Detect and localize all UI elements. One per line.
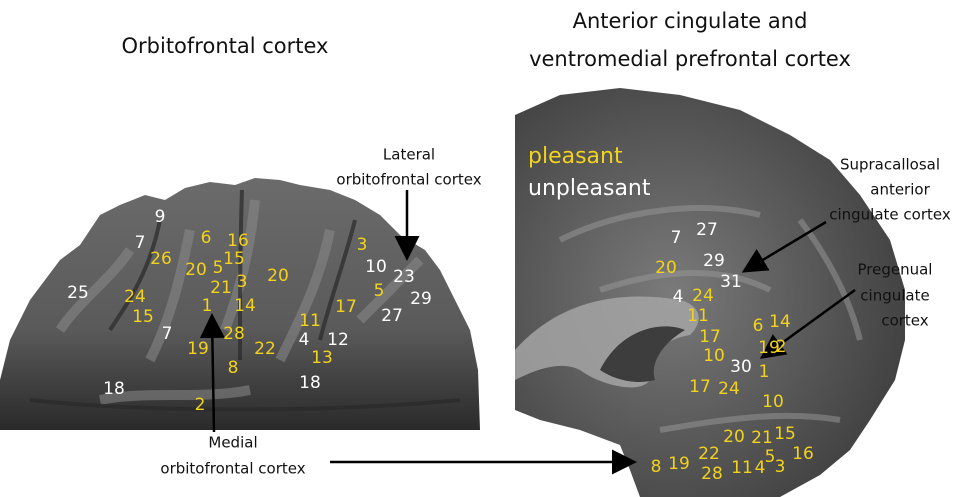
study-label: 10 [365, 257, 387, 277]
legend-unpleasant: unpleasant [528, 176, 651, 201]
study-label: 7 [162, 324, 173, 344]
study-label: 20 [723, 427, 745, 447]
study-label: 1 [759, 362, 770, 382]
annotation: orbitofrontal cortex [336, 171, 481, 189]
study-label: 10 [762, 392, 784, 412]
study-label: 24 [124, 287, 146, 307]
legend-pleasant: pleasant [528, 144, 623, 169]
study-label: 4 [299, 330, 310, 350]
study-label: 29 [703, 251, 725, 271]
study-label: 18 [299, 373, 321, 393]
study-label: 7 [135, 233, 146, 253]
study-label: 11 [687, 306, 709, 326]
study-label: 3 [775, 457, 786, 477]
study-label: 15 [132, 307, 154, 327]
study-label: 21 [210, 278, 232, 298]
study-label: 20 [185, 260, 207, 280]
study-label: 14 [769, 312, 791, 332]
study-label: 26 [150, 249, 172, 269]
study-label: 21 [751, 428, 773, 448]
study-label: 1 [202, 296, 213, 316]
study-label: 8 [651, 457, 662, 477]
study-label: 20 [655, 258, 677, 278]
study-label: 30 [730, 357, 752, 377]
study-label: 15 [223, 249, 245, 269]
annotation: Lateral [383, 146, 435, 164]
annotation: orbitofrontal cortex [160, 460, 305, 478]
study-label: 24 [692, 286, 714, 306]
study-label: 25 [67, 283, 89, 303]
study-label: 11 [731, 458, 753, 478]
study-label: 9 [155, 207, 166, 227]
study-label: 5 [374, 281, 385, 301]
study-label: 4 [673, 287, 684, 307]
study-label: 2 [776, 337, 787, 357]
study-label: 6 [753, 316, 764, 336]
study-label: 20 [267, 266, 289, 286]
annotation: cortex [881, 312, 928, 330]
study-label: 22 [254, 339, 276, 359]
study-label: 17 [689, 377, 711, 397]
study-label: 27 [381, 306, 403, 326]
study-label: 16 [227, 231, 249, 251]
study-label: 3 [357, 235, 368, 255]
study-label: 16 [792, 444, 814, 464]
study-label: 19 [187, 339, 209, 359]
study-label: 29 [410, 289, 432, 309]
study-label: 17 [335, 297, 357, 317]
study-label: 8 [228, 358, 239, 378]
title: ventromedial prefrontal cortex [529, 47, 851, 71]
annotation: Medial [208, 434, 257, 452]
study-label: 2 [195, 395, 206, 415]
study-label: 23 [393, 267, 415, 287]
study-label: 19 [668, 454, 690, 474]
study-label: 14 [234, 296, 256, 316]
annotation: anterior [870, 181, 930, 199]
study-label: 5 [213, 258, 224, 278]
study-label: 18 [103, 379, 125, 399]
study-label: 17 [699, 327, 721, 347]
study-label: 10 [703, 346, 725, 366]
annotation: Pregenual [858, 261, 933, 279]
study-label: 27 [696, 220, 718, 240]
annotation: Supracallosal [840, 156, 940, 174]
annotation: cingulate [860, 287, 929, 305]
study-label: 11 [299, 311, 321, 331]
study-label: 31 [720, 272, 742, 292]
study-label: 15 [774, 424, 796, 444]
study-label: 22 [698, 444, 720, 464]
study-label: 6 [201, 228, 212, 248]
annotation: cingulate cortex [829, 206, 951, 224]
study-label: 3 [237, 272, 248, 292]
study-label: 28 [223, 324, 245, 344]
figure: Orbitofrontal cortex Anterior cingulate … [0, 0, 965, 497]
study-label: 28 [701, 464, 723, 484]
study-label: 13 [311, 348, 333, 368]
study-label: 7 [671, 228, 682, 248]
title: Anterior cingulate and [573, 9, 808, 33]
study-label: 12 [327, 330, 349, 350]
title: Orbitofrontal cortex [122, 34, 329, 58]
study-label: 24 [718, 379, 740, 399]
